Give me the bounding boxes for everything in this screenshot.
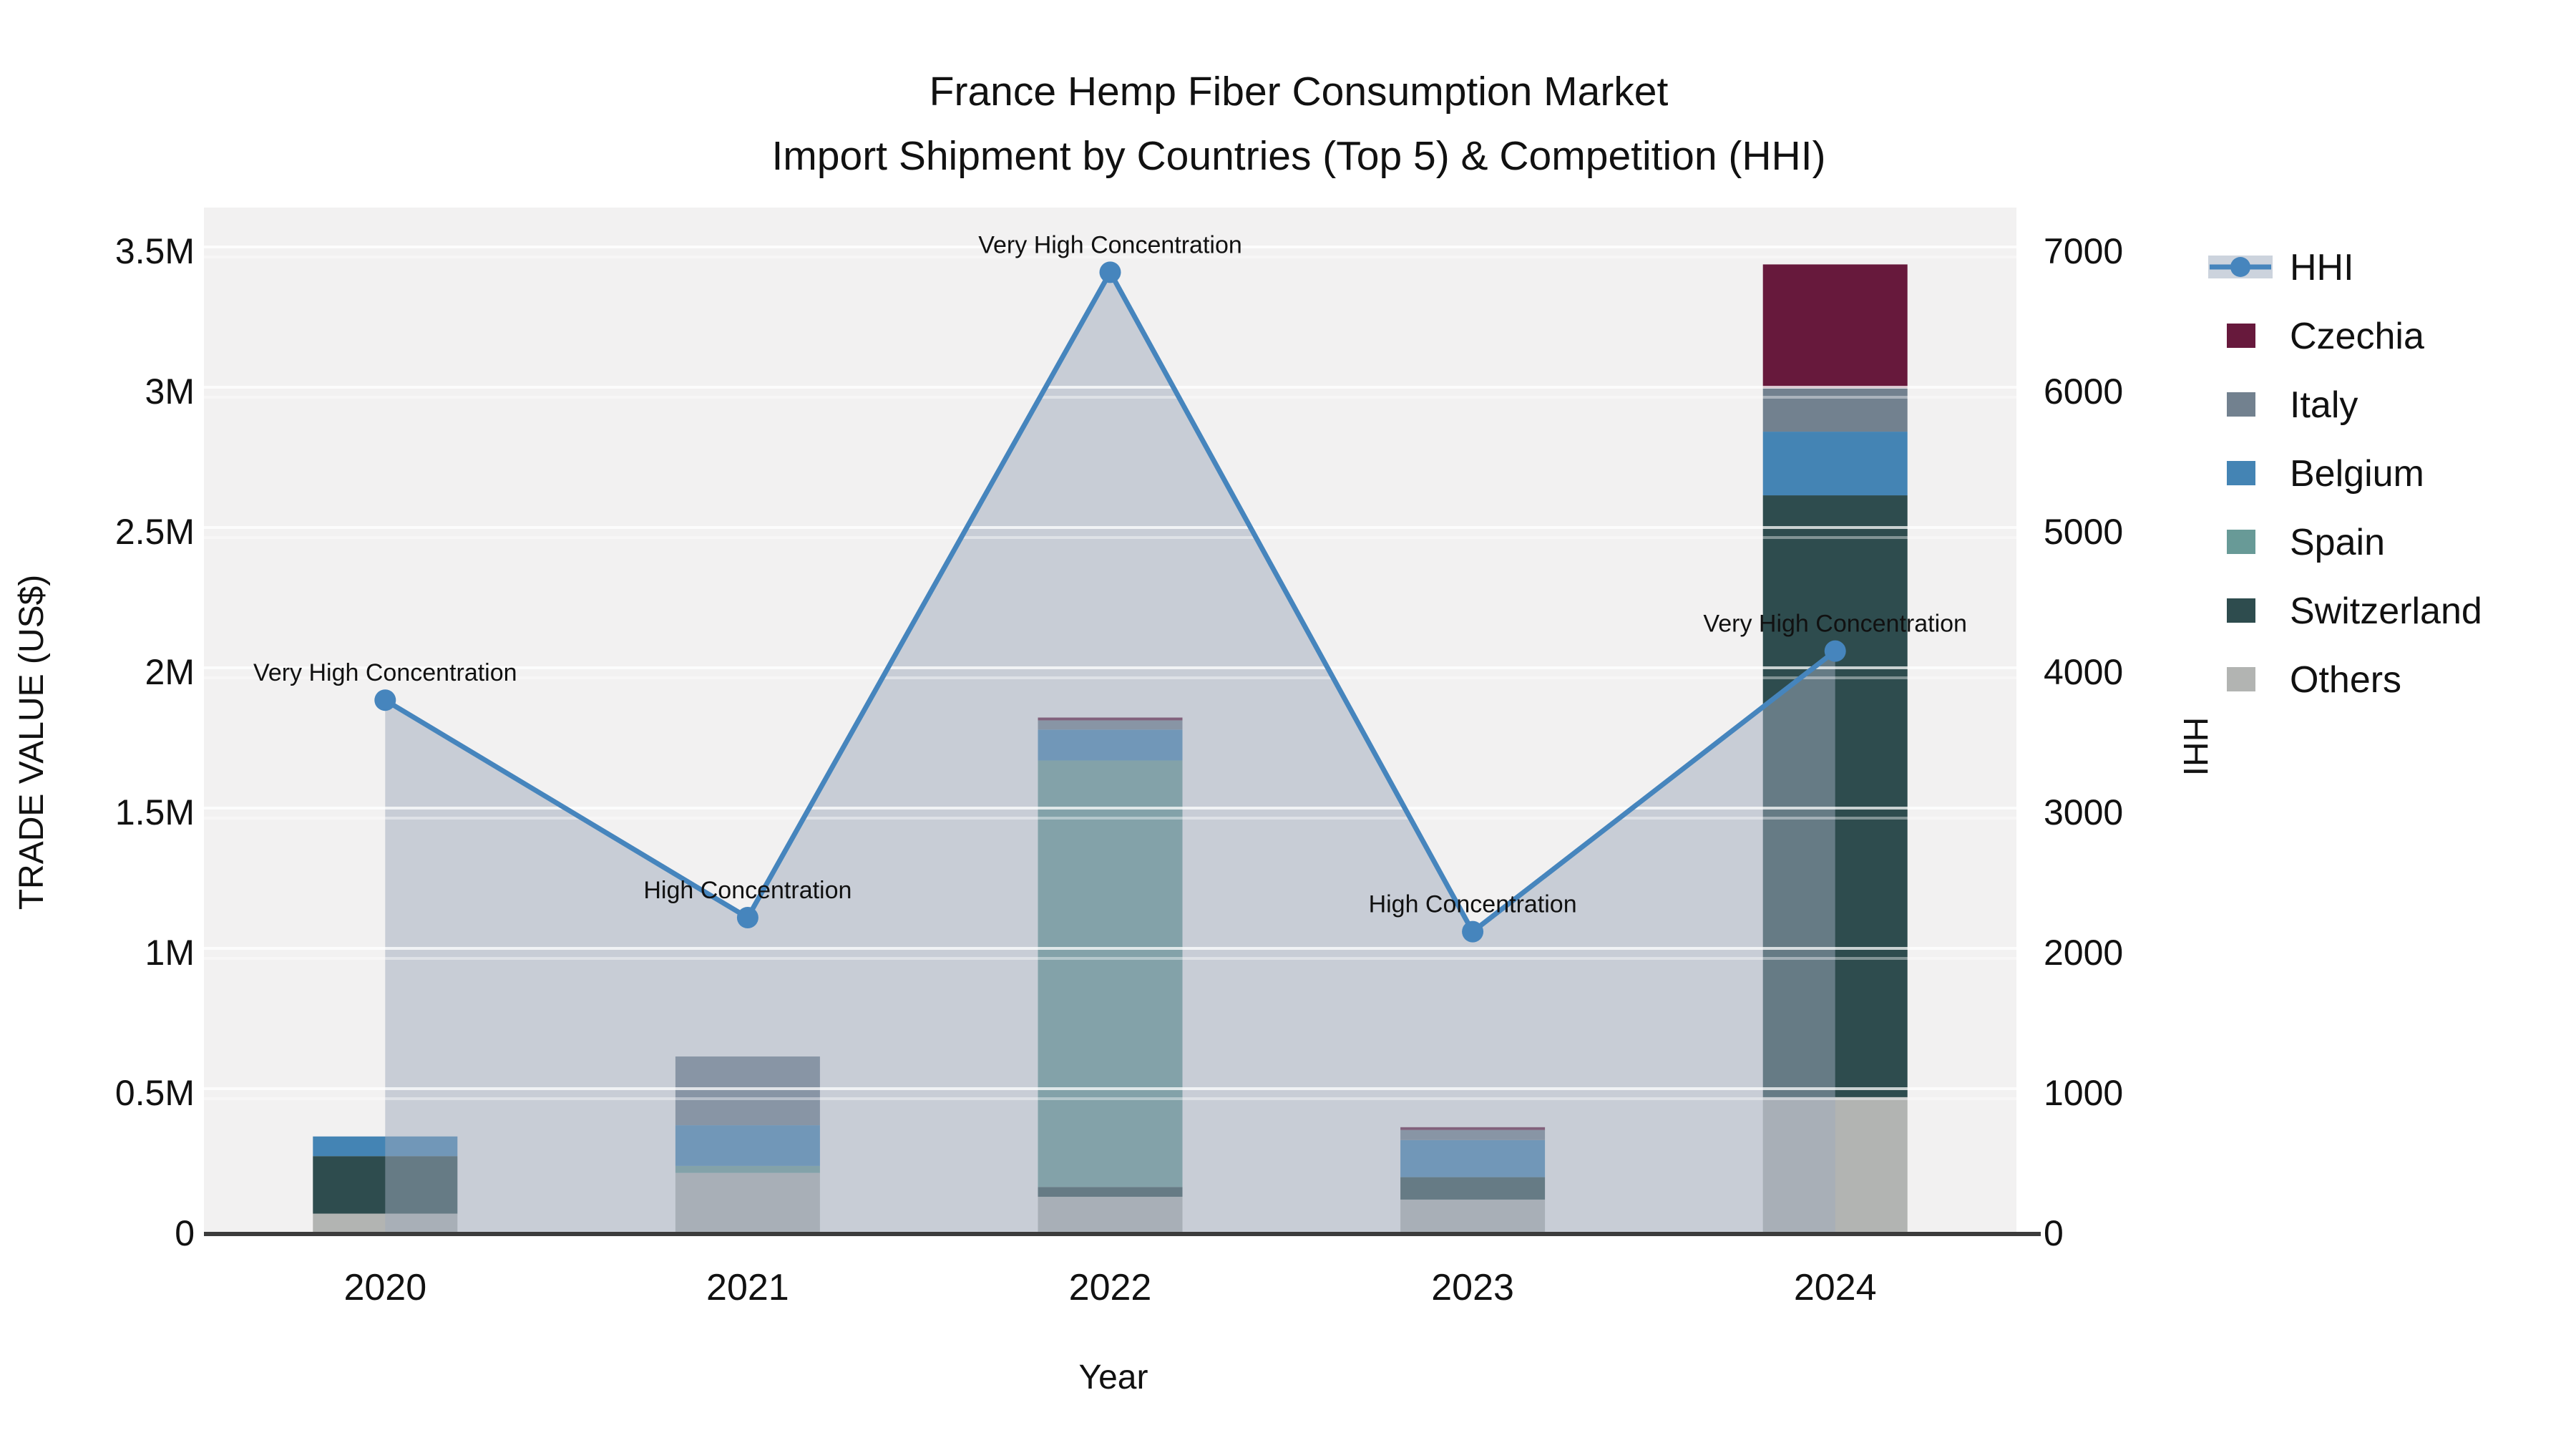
y-left-tick-2M: 2M xyxy=(145,652,195,692)
legend-label-czechia: Czechia xyxy=(2290,316,2424,357)
y-right-tick-3000: 3000 xyxy=(2044,792,2123,832)
y-left-tick-0.5M: 0.5M xyxy=(115,1073,195,1113)
hhi-marker-2022 xyxy=(1099,261,1121,283)
annotation-2022: Very High Concentration xyxy=(978,231,1242,258)
y-right-tick-4000: 4000 xyxy=(2044,652,2123,692)
legend-swatch-spain xyxy=(2227,530,2255,554)
y-left-tick-3M: 3M xyxy=(145,371,195,412)
legend-item-czechia[interactable]: Czechia xyxy=(2227,316,2424,357)
y-right-tick-2000: 2000 xyxy=(2044,933,2123,973)
legend-item-switzerland[interactable]: Switzerland xyxy=(2227,591,2482,632)
x-tick-2022: 2022 xyxy=(1069,1267,1152,1308)
x-tick-2024: 2024 xyxy=(1794,1267,1877,1308)
y-right-tick-6000: 6000 xyxy=(2044,371,2123,412)
y-right-tick-5000: 5000 xyxy=(2044,512,2123,552)
bar-segment-belgium-2024 xyxy=(1762,432,1908,496)
legend-swatch-czechia xyxy=(2227,324,2255,348)
legend-label-switzerland: Switzerland xyxy=(2290,591,2482,632)
gridlines-layer xyxy=(204,246,2016,1100)
y-left-tick-1M: 1M xyxy=(145,933,195,973)
y-right-tick-1000: 1000 xyxy=(2044,1073,2123,1113)
hhi-area-fill xyxy=(385,272,1835,1235)
legend-label-others: Others xyxy=(2290,659,2401,701)
y-right-tick-7000: 7000 xyxy=(2044,231,2123,271)
annotation-2023: High Concentration xyxy=(1369,891,1577,918)
hhi-area-layer xyxy=(385,272,1835,1235)
annotation-2020: Very High Concentration xyxy=(253,659,517,686)
legend-swatch-italy xyxy=(2227,392,2255,417)
legend-swatch-switzerland xyxy=(2227,598,2255,623)
legend-swatch-others xyxy=(2227,667,2255,691)
x-tick-2020: 2020 xyxy=(343,1267,426,1308)
chart-title-line1: France Hemp Fiber Consumption Market xyxy=(930,69,1669,115)
hhi-legend-marker xyxy=(2230,257,2250,277)
legend-swatch-belgium xyxy=(2227,461,2255,485)
legend-label-belgium: Belgium xyxy=(2290,453,2424,495)
legend-item-spain[interactable]: Spain xyxy=(2227,522,2385,563)
x-tick-2023: 2023 xyxy=(1431,1267,1514,1308)
annotations-layer: Very High Concentration High Concentratio… xyxy=(253,231,1967,918)
annotation-2021: High Concentration xyxy=(643,877,852,904)
legend-label-spain: Spain xyxy=(2290,522,2385,563)
left-axis-ticks: 0 0.5M 1M 1.5M 2M 2.5M 3M 3.5M xyxy=(115,231,195,1253)
legend-item-italy[interactable]: Italy xyxy=(2227,384,2358,426)
right-axis-ticks: 0 1000 2000 3000 4000 5000 6000 7000 xyxy=(2044,231,2123,1253)
legend-item-hhi[interactable]: HHI xyxy=(2208,247,2354,288)
x-axis-ticks: 2020 2021 2022 2023 2024 xyxy=(343,1267,1876,1308)
y-right-tick-0: 0 xyxy=(2044,1213,2064,1253)
hhi-marker-2024 xyxy=(1824,640,1846,662)
hhi-marker-2021 xyxy=(736,907,758,928)
bar-segment-czechia-2024 xyxy=(1762,264,1908,388)
legend-item-belgium[interactable]: Belgium xyxy=(2227,453,2424,495)
legend: HHI Czechia Italy Belgium Spain Switzerland Ot… xyxy=(2208,247,2482,701)
hhi-line-layer xyxy=(374,261,1846,943)
chart-title-line2: Import Shipment by Countries (Top 5) & C… xyxy=(771,133,1825,179)
y-left-tick-2.5M: 2.5M xyxy=(115,512,195,552)
hhi-marker-2023 xyxy=(1462,920,1484,943)
legend-label-italy: Italy xyxy=(2290,384,2358,426)
hhi-marker-2020 xyxy=(374,689,396,711)
annotation-2024: Very High Concentration xyxy=(1703,611,1967,638)
y-right-axis-title: HHI xyxy=(2176,717,2214,777)
y-left-tick-3.5M: 3.5M xyxy=(115,231,195,271)
y-left-axis-title: TRADE VALUE (US$) xyxy=(13,575,51,910)
legend-item-others[interactable]: Others xyxy=(2227,659,2401,701)
y-left-tick-0: 0 xyxy=(175,1213,195,1253)
bar-segment-italy-2024 xyxy=(1762,387,1908,432)
x-tick-2021: 2021 xyxy=(706,1267,789,1308)
legend-label-hhi: HHI xyxy=(2290,247,2354,288)
x-axis-title: Year xyxy=(1079,1359,1148,1396)
y-left-tick-1.5M: 1.5M xyxy=(115,792,195,832)
